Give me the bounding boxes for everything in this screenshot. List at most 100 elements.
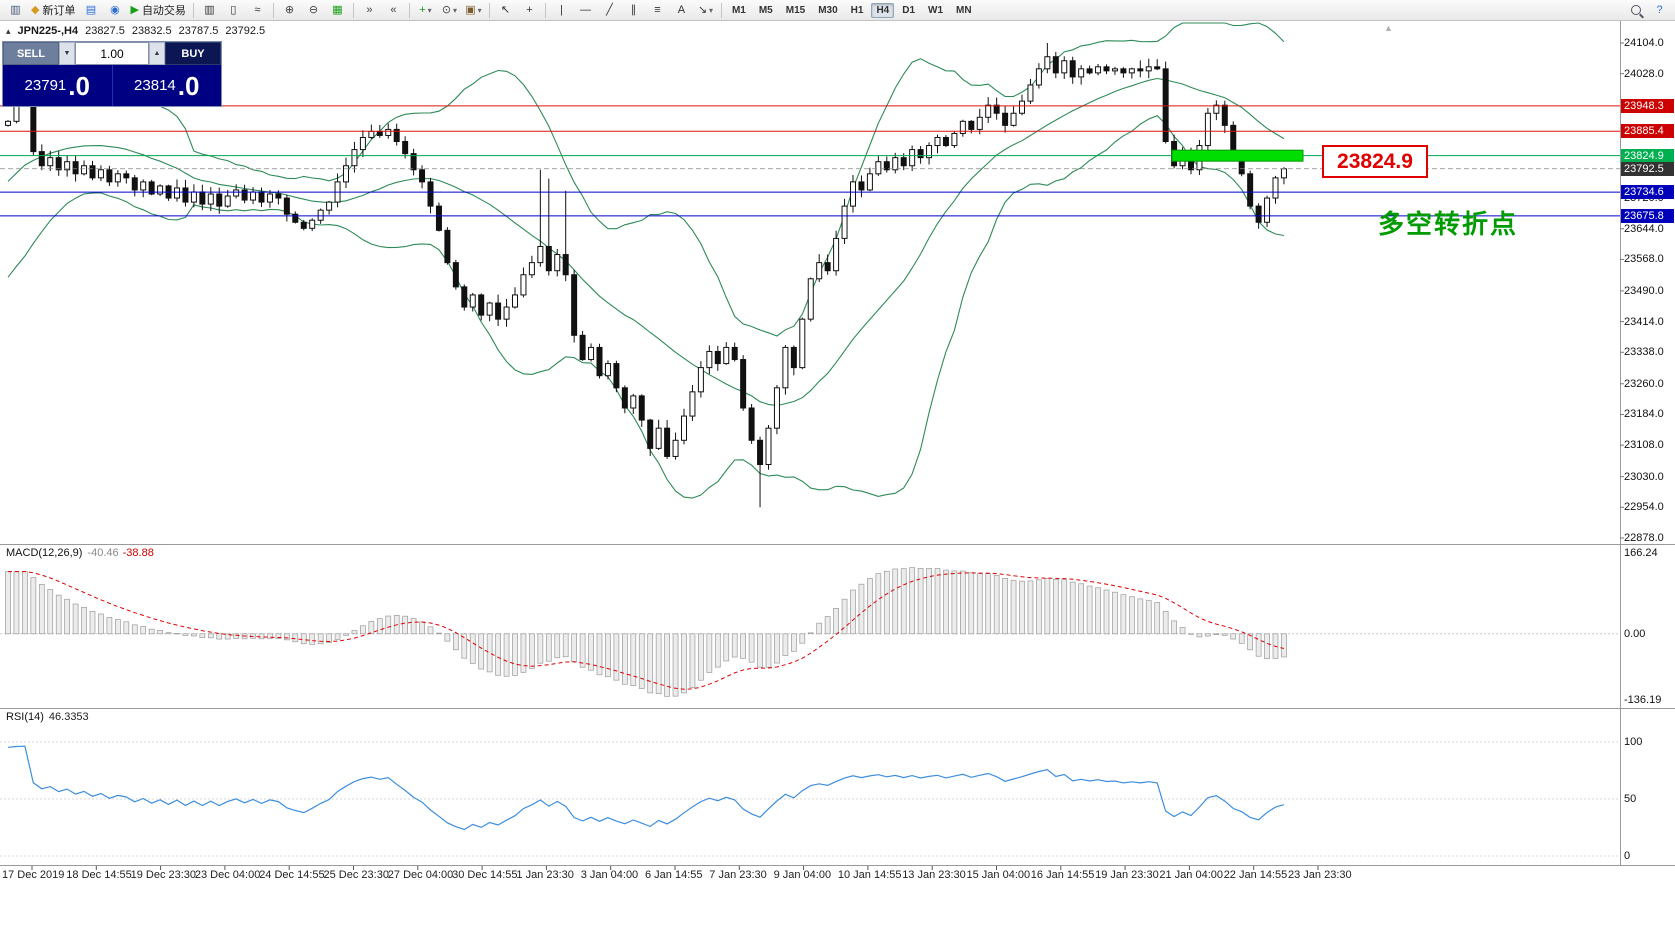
chart-shift-button[interactable]: « [382,2,405,19]
trendline-button[interactable]: ╱ [598,2,621,19]
buy-button[interactable]: BUY [165,42,221,65]
toolbar-separator [192,2,194,18]
time-axis-label: 15 Jan 04:00 [966,869,1031,881]
macd-axis-tick: 166.24 [1624,547,1658,559]
time-axis-label: 13 Jan 23:30 [902,869,966,881]
ohlc-low: 23787.5 [178,25,219,37]
time-axis-label: 23 Jan 23:30 [1288,869,1352,881]
time-axis-label: 27 Dec 04:00 [387,869,454,881]
cursor-button[interactable]: ↖ [494,2,517,19]
autotrading-button-label: 自动交易 [141,5,186,17]
sell-price-display[interactable]: 23791.0 [24,70,90,101]
ohlc-close: 23792.5 [225,25,266,37]
volume-decrease-button[interactable]: ▼ [59,42,75,65]
price-axis-tick: 23568.0 [1624,253,1664,266]
timeframe-button-h1[interactable]: H1 [850,4,864,16]
periods-button-glyph: ⊙ [441,3,452,16]
timeframe-button-m30[interactable]: M30 [818,4,838,16]
timeframe-button-w1[interactable]: W1 [928,4,944,16]
volume-input[interactable] [75,42,149,65]
price-axis-tick: 23108.0 [1624,439,1664,452]
line-chart-type-icon[interactable]: ≈ [246,2,269,19]
macd-indicator-label: MACD(12,26,9) -40.46 -38.88 [6,547,154,559]
search-button[interactable] [1624,2,1647,19]
price-axis-tick: 22878.0 [1624,532,1664,544]
price-axis-tick: 23184.0 [1624,408,1664,421]
timeframe-button-m5[interactable]: M5 [758,4,773,16]
price-annotation-label[interactable]: 23824.9 [1322,145,1428,178]
chart-window-icon[interactable]: ▥ [4,2,27,19]
text-label-button[interactable]: A [670,2,693,19]
bar-chart-type-icon[interactable]: ▥ [198,2,221,19]
bar-chart-type-icon-glyph: ▥ [204,3,215,16]
time-axis-label: 7 Jan 23:30 [709,869,767,881]
toolbar-separator [544,2,546,18]
turning-point-note[interactable]: 多空转折点 [1378,209,1519,239]
channel-button[interactable]: ∥ [622,2,645,19]
price-axis-tick: 23260.0 [1624,377,1664,390]
time-axis-label: 19 Jan 23:30 [1095,869,1159,881]
crosshair-button-glyph: + [526,3,533,16]
time-axis-label: 1 Jan 23:30 [516,869,574,881]
templates-button[interactable]: ▣ ▾ [462,2,485,19]
trendline-button-glyph: ╱ [606,3,613,16]
autotrading-button[interactable]: ▶ 自动交易 [127,2,188,19]
horizontal-line-button-glyph: — [579,3,591,16]
main-toolbar: ▥ ◆ 新订单 ▤ ◉ ▶ 自动交易 ▥ ▯ ≈ ⊕ ⊖ ▦» «+ ▾ ⊙ ▾ ▣ ▾ ↖ + | — ╱ ∥ ≡ A ↘ ▾ M1 M5… [0,0,1675,21]
vertical-line-button-glyph: | [560,3,563,16]
arrows-button[interactable]: ↘ ▾ [694,2,717,19]
timeframe-button-m15[interactable]: M15 [785,4,806,16]
indicators-button[interactable]: + ▾ [414,2,437,19]
horizontal-line-button[interactable]: — [574,2,597,19]
level-price-badge: 23675.8 [1621,208,1674,223]
templates-button-glyph: ▣ [465,3,476,16]
fibonacci-button[interactable]: ≡ [646,2,669,19]
chevron-down-icon: ▾ [477,5,482,15]
zoom-in-button[interactable]: ⊕ [278,2,301,19]
collapse-arrow-icon[interactable]: ▴ [6,25,11,36]
zoom-out-button[interactable]: ⊖ [302,2,325,19]
time-axis-label: 9 Jan 04:00 [773,869,832,881]
periods-button[interactable]: ⊙ ▾ [438,2,461,19]
timeframe-button-h4[interactable]: H4 [871,2,895,18]
sell-button[interactable]: SELL [3,42,59,65]
price-axis-tick: 23338.0 [1624,346,1664,359]
timeframe-button-d1[interactable]: D1 [902,4,916,16]
arrows-button-glyph: ↘ [697,3,708,16]
expert-advisors-icon[interactable]: ◉ [103,2,126,19]
new-order-button-label: 新订单 [42,5,76,17]
timeframe-button-m1[interactable]: M1 [731,4,746,16]
rsi-panel [7,745,1285,831]
level-price-badge: 23824.9 [1621,148,1674,163]
toolbar-separator [272,2,274,18]
candlestick-chart-type-icon-glyph: ▯ [230,3,237,16]
macd-axis-tick: 0.00 [1624,627,1646,640]
vertical-line-button[interactable]: | [550,2,573,19]
tile-windows-icon-glyph: ▦ [332,3,343,16]
chart-scroll-marker-icon[interactable]: ▲ [1384,23,1393,33]
fibonacci-button-glyph: ≡ [654,3,661,16]
time-axis-label: 19 Dec 23:30 [130,869,197,881]
help-button[interactable]: ? [1648,2,1671,19]
buy-price-display[interactable]: 23814.0 [111,65,222,106]
time-axis-label: 21 Jan 04:00 [1159,869,1224,881]
tile-windows-icon[interactable]: ▦ [326,2,349,19]
indicators-button-glyph: + [419,3,426,16]
market-watch-icon[interactable]: ▤ [79,2,102,19]
highlight-rectangle[interactable] [1171,149,1304,162]
crosshair-button[interactable]: + [518,2,541,19]
price-axis-tick: 23414.0 [1624,315,1664,328]
new-order-button[interactable]: ◆ 新订单 [28,2,78,19]
candlestick-chart-type-icon[interactable]: ▯ [222,2,245,19]
time-axis-label: 6 Jan 14:55 [645,869,703,881]
bollinger-bands [7,22,1285,499]
toolbar-separator [352,2,354,18]
current-price-badge: 23792.5 [1621,161,1674,176]
time-axis-label: 22 Jan 14:55 [1223,869,1288,881]
time-axis-label: 17 Dec 2019 [2,869,65,881]
auto-scroll-button[interactable]: » [358,2,381,19]
timeframe-button-mn[interactable]: MN [956,4,972,16]
chart-title-ohlc: ▴ JPN225-,H4 23827.5 23832.5 23787.5 237… [6,25,265,37]
volume-increase-button[interactable]: ▲ [149,42,165,65]
